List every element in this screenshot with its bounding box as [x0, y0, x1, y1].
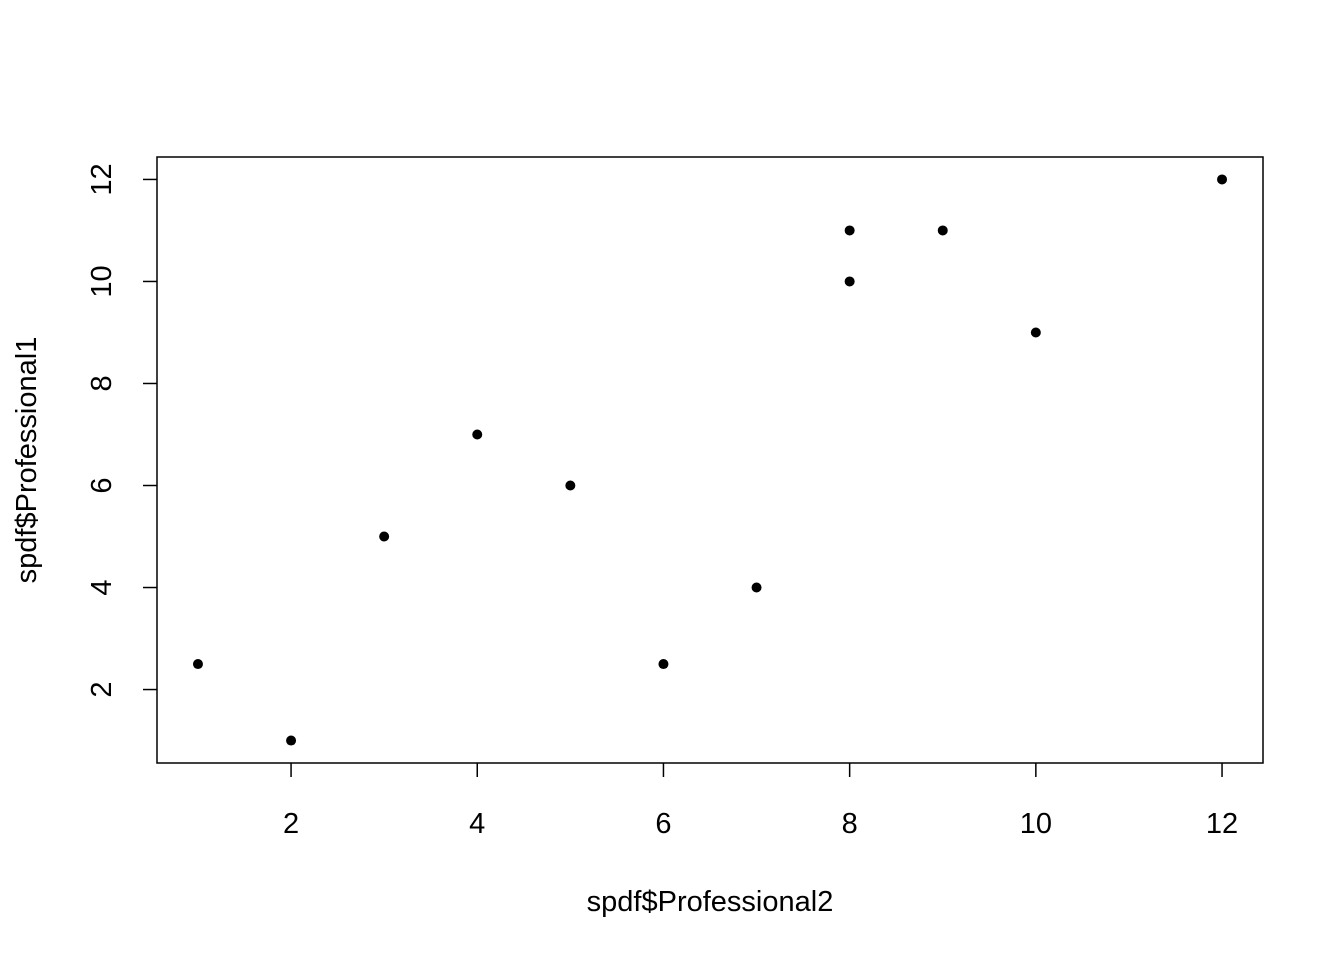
x-tick-label: 10 — [1020, 808, 1052, 840]
y-axis: 2 4 6 8 10 12 — [86, 163, 157, 698]
x-tick-label: 2 — [283, 808, 299, 840]
data-point — [379, 531, 390, 542]
data-point — [1030, 327, 1041, 338]
data-points — [192, 174, 1228, 746]
data-point — [565, 480, 576, 491]
y-axis-title: spdf$Professional1 — [11, 337, 43, 584]
x-tick-label: 12 — [1206, 808, 1238, 840]
x-axis-title: spdf$Professional2 — [587, 886, 834, 918]
data-point — [192, 659, 203, 670]
data-point — [658, 659, 669, 670]
data-point — [1217, 174, 1228, 185]
x-tick-label: 8 — [842, 808, 858, 840]
y-tick-label: 8 — [86, 375, 118, 391]
x-tick-label: 4 — [469, 808, 485, 840]
y-tick-label: 4 — [86, 579, 118, 595]
y-tick-label: 6 — [86, 477, 118, 493]
data-point — [751, 582, 762, 593]
y-tick-label: 10 — [86, 265, 118, 297]
y-tick-label: 2 — [86, 681, 118, 697]
data-point — [937, 225, 948, 236]
x-axis: 2 4 6 8 10 12 — [283, 763, 1238, 840]
plot-box — [156, 156, 1264, 764]
data-point — [286, 735, 297, 746]
data-point — [844, 225, 855, 236]
x-tick-label: 6 — [655, 808, 671, 840]
y-tick-label: 12 — [86, 163, 118, 195]
data-point — [844, 276, 855, 287]
data-point — [472, 429, 483, 440]
